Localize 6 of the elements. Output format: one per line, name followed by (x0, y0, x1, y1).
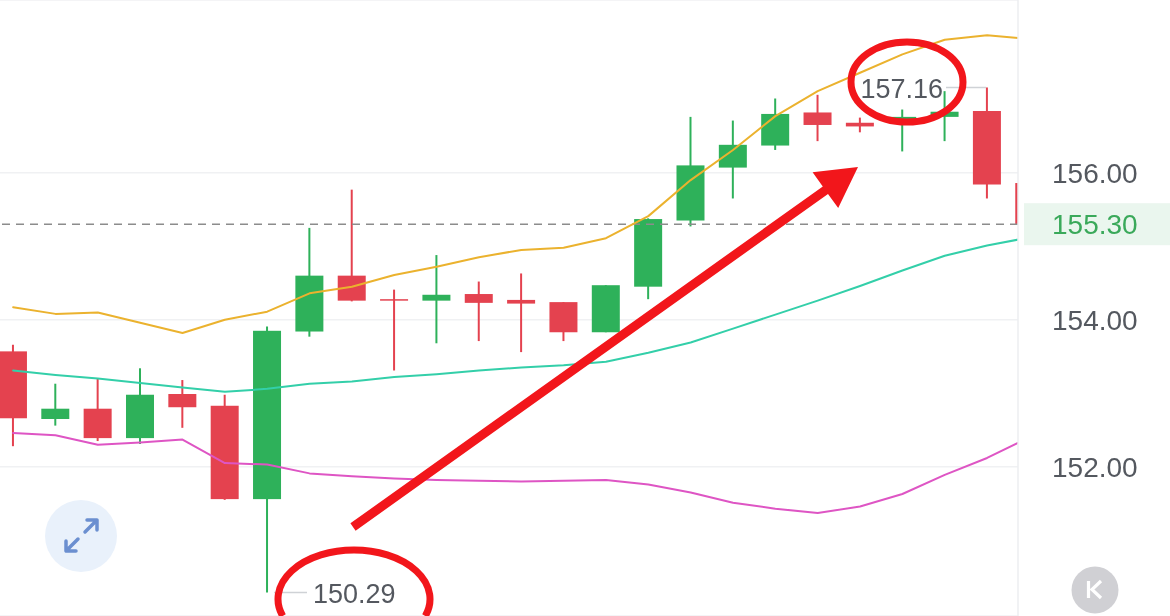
y-tick-label: 156.00 (1052, 157, 1138, 189)
ref-line-label: 155.30 (1052, 209, 1138, 241)
annotation: 157.16 (860, 73, 943, 104)
y-tick-label: 154.00 (1052, 304, 1138, 336)
annotation: 150.29 (313, 578, 396, 609)
y-tick-label: 152.00 (1052, 451, 1138, 483)
